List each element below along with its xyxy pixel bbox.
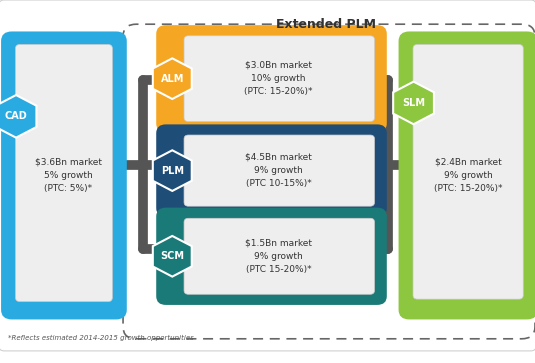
Text: $3.6Bn market
5% growth
(PTC: 5%)*: $3.6Bn market 5% growth (PTC: 5%)* — [35, 158, 102, 193]
Text: SLM: SLM — [402, 98, 425, 108]
Text: $2.4Bn market
9% growth
(PTC: 15-20%)*: $2.4Bn market 9% growth (PTC: 15-20%)* — [434, 158, 502, 193]
Text: Extended PLM: Extended PLM — [277, 18, 376, 31]
Polygon shape — [0, 95, 36, 138]
FancyBboxPatch shape — [16, 45, 112, 302]
FancyBboxPatch shape — [156, 125, 387, 217]
Text: *Reflects estimated 2014-2015 growth opportunities: *Reflects estimated 2014-2015 growth opp… — [8, 335, 194, 341]
FancyBboxPatch shape — [184, 218, 374, 294]
Polygon shape — [153, 58, 192, 99]
Text: SCM: SCM — [160, 251, 184, 261]
FancyBboxPatch shape — [184, 135, 374, 206]
FancyBboxPatch shape — [399, 32, 535, 319]
Text: PLM: PLM — [161, 166, 184, 176]
Polygon shape — [153, 150, 192, 191]
Text: $1.5Bn market
9% growth
(PTC 15-20%)*: $1.5Bn market 9% growth (PTC 15-20%)* — [245, 238, 312, 274]
Text: $4.5Bn market
9% growth
(PTC 10-15%)*: $4.5Bn market 9% growth (PTC 10-15%)* — [245, 153, 312, 188]
Polygon shape — [393, 82, 434, 124]
FancyBboxPatch shape — [184, 36, 374, 122]
FancyBboxPatch shape — [1, 32, 127, 319]
FancyBboxPatch shape — [156, 208, 387, 305]
Polygon shape — [153, 236, 192, 277]
FancyBboxPatch shape — [0, 0, 535, 351]
FancyBboxPatch shape — [413, 45, 523, 299]
Text: ALM: ALM — [160, 74, 184, 83]
Text: $3.0Bn market
10% growth
(PTC: 15-20%)*: $3.0Bn market 10% growth (PTC: 15-20%)* — [244, 61, 313, 96]
Text: CAD: CAD — [5, 111, 27, 121]
FancyBboxPatch shape — [156, 25, 387, 132]
